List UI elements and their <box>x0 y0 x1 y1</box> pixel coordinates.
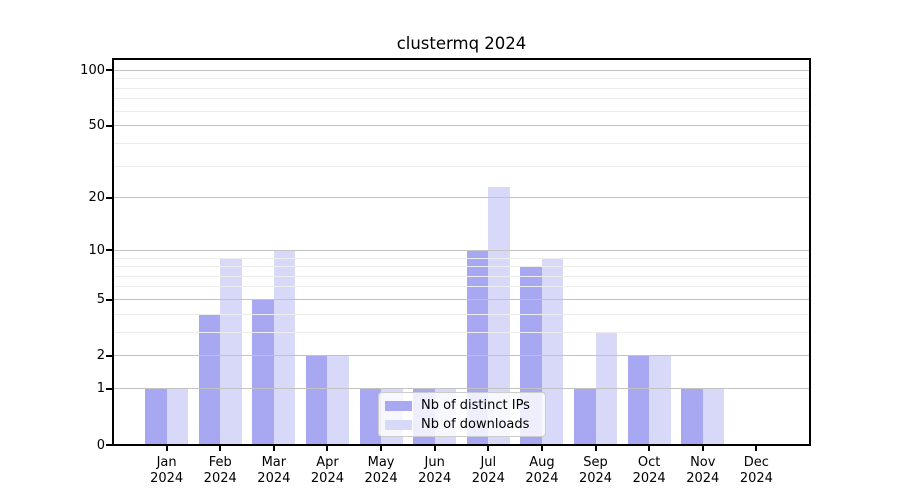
y-tick-label-0: 0 <box>96 437 105 453</box>
bar-downloads-aug <box>541 258 564 445</box>
x-tick-feb <box>219 446 222 451</box>
y-tick-20 <box>106 196 113 199</box>
gridline-minor-60 <box>113 110 810 112</box>
legend-label-distinct-ips: Nb of distinct IPs <box>421 398 530 413</box>
y-tick-0 <box>106 444 113 446</box>
bar-distinct-ips-may <box>359 388 382 445</box>
bar-distinct-ips-feb <box>198 314 221 445</box>
x-tick-label-jul: Jul 2024 <box>471 455 505 486</box>
y-tick-label-50: 50 <box>88 118 105 134</box>
y-tick-label-100: 100 <box>80 62 105 78</box>
gridline-minor-40 <box>113 142 810 144</box>
gridline-minor-80 <box>113 87 810 89</box>
y-tick-5 <box>106 298 113 301</box>
gridline-minor-7 <box>113 275 810 277</box>
chart-title: clustermq 2024 <box>396 34 527 53</box>
x-tick-dec <box>755 446 758 451</box>
x-tick-label-feb: Feb 2024 <box>203 455 237 486</box>
bar-downloads-nov <box>702 388 725 445</box>
x-tick-mar <box>272 446 275 451</box>
bar-downloads-feb <box>220 258 242 445</box>
grid-layer <box>113 59 810 445</box>
bar-downloads-oct <box>649 355 671 445</box>
x-tick-label-aug: Aug 2024 <box>525 455 559 486</box>
gridline-minor-4 <box>113 313 810 315</box>
gridline-minor-90 <box>113 78 810 80</box>
legend-swatch-downloads <box>385 419 412 430</box>
x-tick-aug <box>540 446 543 451</box>
gridline-major-10 <box>113 249 810 251</box>
gridline-major-100 <box>113 69 810 71</box>
legend-item-distinct-ips: Nb of distinct IPs <box>385 396 537 415</box>
y-tick-label-10: 10 <box>88 242 105 258</box>
x-tick-oct <box>648 446 651 451</box>
bar-downloads-mar <box>273 250 296 445</box>
x-tick-label-dec: Dec 2024 <box>739 455 773 486</box>
x-tick-label-jun: Jun 2024 <box>418 455 452 486</box>
legend-item-downloads: Nb of downloads <box>385 415 537 434</box>
y-tick-50 <box>106 124 113 127</box>
gridline-major-5 <box>113 299 810 300</box>
y-tick-label-20: 20 <box>88 190 105 206</box>
x-tick-label-jan: Jan 2024 <box>150 455 184 486</box>
x-tick-label-nov: Nov 2024 <box>686 455 720 486</box>
bar-distinct-ips-oct <box>627 355 650 445</box>
legend: Nb of distinct IPs Nb of downloads <box>378 392 546 437</box>
y-tick-label-2: 2 <box>96 348 105 364</box>
bar-downloads-jul <box>488 186 510 445</box>
x-tick-nov <box>701 446 704 451</box>
x-tick-label-oct: Oct 2024 <box>632 455 666 486</box>
y-tick-100 <box>106 69 113 72</box>
bar-distinct-ips-sep <box>574 388 596 445</box>
x-tick-apr <box>326 446 329 451</box>
y-tick-10 <box>106 249 113 252</box>
x-tick-jun <box>433 446 436 451</box>
bar-distinct-ips-jan <box>145 388 167 445</box>
x-tick-label-sep: Sep 2024 <box>578 455 613 486</box>
x-tick-label-may: May 2024 <box>364 455 398 486</box>
y-tick-label-1: 1 <box>96 381 105 397</box>
gridline-minor-3 <box>113 331 810 333</box>
bar-downloads-apr <box>327 355 349 445</box>
bar-distinct-ips-apr <box>305 355 328 445</box>
gridline-major-1 <box>113 388 810 390</box>
x-tick-label-apr: Apr 2024 <box>310 455 344 486</box>
gridline-major-2 <box>113 355 810 357</box>
y-tick-2 <box>106 354 113 357</box>
x-tick-sep <box>594 446 597 451</box>
gridline-minor-6 <box>113 286 810 288</box>
legend-label-downloads: Nb of downloads <box>421 417 530 432</box>
gridline-minor-70 <box>113 98 810 100</box>
gridline-minor-9 <box>113 257 810 259</box>
x-tick-jul <box>487 446 490 451</box>
legend-swatch-distinct-ips <box>385 400 412 411</box>
y-tick-1 <box>106 387 113 390</box>
bar-downloads-jan <box>166 388 189 445</box>
gridline-major-20 <box>113 197 810 199</box>
x-tick-may <box>380 446 383 451</box>
x-tick-jan <box>165 446 168 451</box>
bar-distinct-ips-nov <box>681 388 703 445</box>
x-tick-label-mar: Mar 2024 <box>257 455 291 486</box>
y-tick-label-5: 5 <box>96 292 105 307</box>
gridline-major-50 <box>113 125 810 127</box>
gridline-minor-8 <box>113 266 810 268</box>
gridline-minor-30 <box>113 165 810 167</box>
bar-distinct-ips-mar <box>252 299 274 445</box>
